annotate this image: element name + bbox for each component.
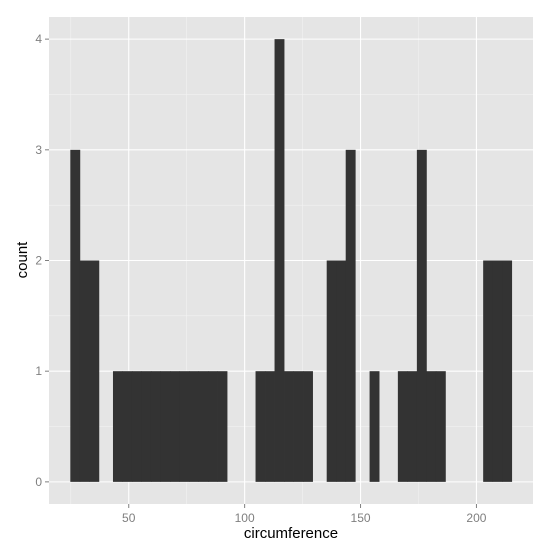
histogram-bar (265, 371, 275, 482)
histogram-bar (70, 149, 81, 482)
histogram-bar (274, 39, 285, 482)
histogram-bar (217, 371, 228, 482)
bars (70, 39, 513, 482)
y-tick-label: 3 (35, 143, 42, 157)
x-tick-label: 150 (351, 511, 371, 525)
y-tick-label: 1 (35, 364, 42, 378)
x-axis-ticks: 50 100 150 200 (122, 504, 487, 525)
histogram-bar (326, 260, 337, 482)
histogram-bar (336, 260, 347, 482)
x-tick-label: 100 (235, 511, 255, 525)
histogram-bar (483, 260, 494, 482)
histogram-bar (198, 371, 209, 482)
histogram-bar (407, 371, 418, 482)
y-axis-title: count (14, 241, 31, 279)
histogram-bar (345, 149, 356, 482)
y-tick-label: 2 (35, 254, 42, 268)
x-tick-label: 50 (122, 511, 136, 525)
histogram-bar (112, 371, 123, 482)
histogram-bar (416, 149, 427, 482)
y-tick-label: 4 (35, 32, 42, 46)
histogram-bar (502, 260, 513, 482)
histogram-bar (170, 371, 180, 482)
y-axis-ticks: 0 1 2 3 4 (35, 32, 49, 489)
histogram-bar (397, 371, 408, 482)
histogram-bar (141, 371, 152, 482)
histogram-bar (179, 371, 190, 482)
y-tick-label: 0 (35, 475, 42, 489)
histogram-bar (79, 260, 90, 482)
histogram-bar (160, 371, 171, 482)
x-axis-title: circumference (244, 525, 338, 542)
histogram-bar (284, 371, 294, 482)
histogram-bar (426, 371, 437, 482)
histogram-bar (435, 371, 446, 482)
histogram-bar (122, 371, 133, 482)
x-tick-label: 200 (466, 511, 486, 525)
histogram-bar (303, 371, 313, 482)
histogram-bar (492, 260, 503, 482)
histogram-bar (89, 260, 100, 482)
histogram-bar (189, 371, 199, 482)
histogram-bar (208, 371, 218, 482)
histogram-bar (255, 371, 266, 482)
histogram-bar (150, 371, 161, 482)
histogram-bar (293, 371, 304, 482)
histogram-bar (369, 371, 380, 482)
histogram-bar (131, 371, 142, 482)
